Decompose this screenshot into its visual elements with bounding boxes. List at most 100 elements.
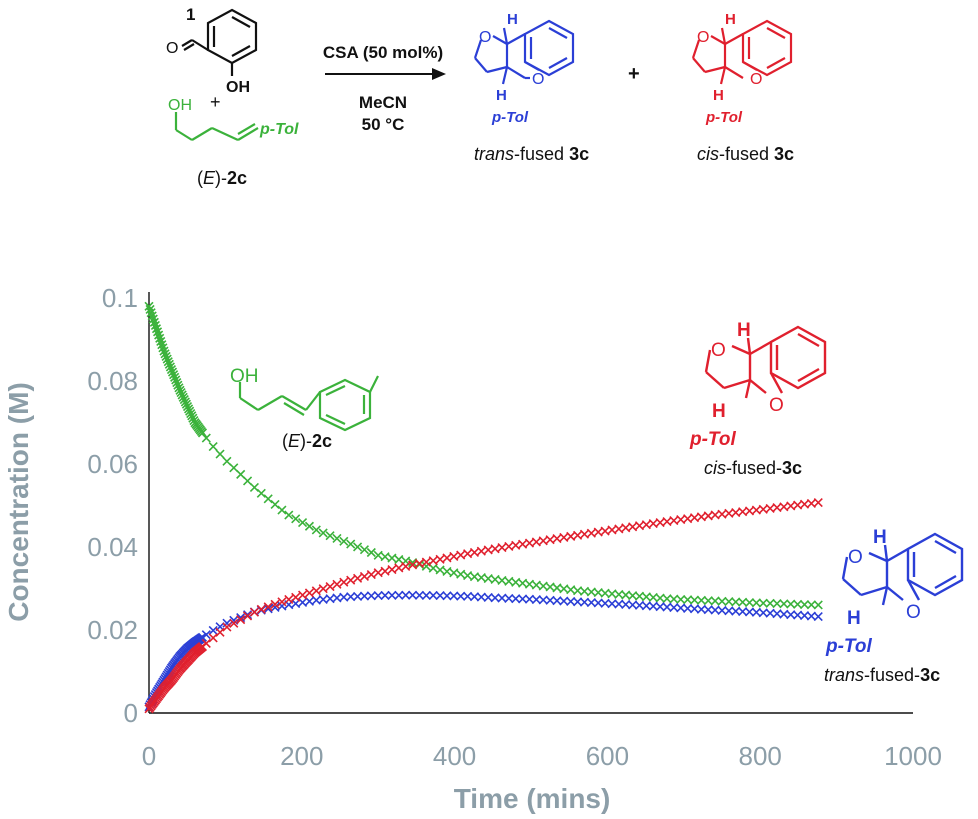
data-point-marker — [648, 601, 658, 611]
cis-annotation-label: cis-fused-3c — [704, 458, 802, 478]
data-point-marker — [689, 513, 700, 523]
x-tick-label: 600 — [586, 741, 629, 771]
data-point-marker — [270, 499, 280, 510]
data-point-marker — [683, 514, 693, 524]
data-point-marker — [208, 633, 218, 643]
data-point-marker — [614, 599, 624, 609]
data-point-marker — [158, 685, 168, 695]
data-point-marker — [456, 550, 466, 560]
data-point-marker — [586, 587, 596, 597]
data-point-marker — [696, 512, 706, 522]
data-point-marker — [177, 649, 187, 659]
e2c-annotation-oh: OH — [230, 366, 259, 387]
cis-annotation-h1: H — [737, 320, 751, 341]
data-point-marker — [291, 592, 301, 602]
data-point-marker — [408, 557, 418, 568]
data-point-marker — [197, 428, 208, 438]
data-point-marker — [545, 582, 555, 592]
data-point-marker — [163, 357, 173, 367]
data-point-marker — [242, 611, 253, 621]
data-point-marker — [346, 575, 356, 585]
data-point-marker — [579, 597, 590, 607]
data-point-marker — [524, 594, 535, 604]
cis-annotation-o2: O — [769, 395, 784, 416]
data-point-marker — [195, 634, 205, 644]
data-point-marker — [669, 515, 679, 526]
data-point-marker — [311, 525, 321, 535]
cis-product-aryl: p-Tol — [705, 109, 743, 126]
data-point-marker — [518, 539, 528, 549]
data-point-marker — [497, 543, 507, 553]
e2c-annotation-name: (E)-2c — [282, 431, 332, 451]
data-point-marker — [184, 404, 194, 414]
data-point-marker — [249, 607, 259, 617]
data-point-marker — [703, 511, 713, 521]
data-point-marker — [297, 597, 308, 608]
x-tick-label: 200 — [280, 741, 323, 771]
data-point-marker — [236, 615, 246, 625]
data-point-marker — [145, 702, 155, 712]
conditions-temperature: 50 °C — [362, 115, 405, 134]
cis-product-h1: H — [725, 11, 736, 28]
data-point-marker — [421, 590, 431, 600]
data-point-marker — [180, 646, 190, 656]
data-point-marker — [373, 568, 383, 578]
trans-product-o1: O — [479, 29, 491, 46]
data-point-marker — [182, 656, 193, 666]
data-point-marker — [717, 605, 727, 616]
data-point-marker — [408, 590, 418, 600]
data-point-marker — [145, 304, 155, 315]
data-point-marker — [621, 523, 631, 533]
data-point-marker — [703, 596, 713, 606]
data-point-marker — [786, 610, 796, 620]
data-point-marker — [189, 649, 199, 659]
data-point-marker — [291, 599, 301, 609]
data-point-marker — [634, 600, 645, 610]
data-point-marker — [181, 657, 192, 667]
data-point-marker — [469, 572, 480, 582]
salicylaldehyde-structure — [181, 8, 258, 76]
data-point-marker — [689, 604, 700, 614]
series-trans-fused-3c — [144, 590, 823, 712]
data-point-marker — [559, 584, 569, 594]
data-point-marker — [669, 602, 679, 613]
data-point-marker — [772, 609, 782, 619]
data-point-marker — [145, 700, 155, 710]
data-point-marker — [158, 343, 168, 353]
data-point-marker — [786, 501, 796, 511]
data-point-marker — [263, 494, 273, 504]
data-point-marker — [161, 672, 171, 682]
data-point-marker — [545, 535, 555, 545]
data-point-marker — [628, 522, 638, 532]
data-point-marker — [189, 638, 199, 648]
x-tick-label: 400 — [433, 741, 476, 771]
plus-left: + — [210, 92, 221, 112]
data-point-marker — [270, 602, 280, 612]
data-point-marker — [607, 589, 617, 599]
data-point-marker — [196, 426, 206, 436]
data-point-marker — [249, 482, 259, 493]
data-point-marker — [387, 564, 397, 575]
data-point-marker — [724, 508, 734, 518]
data-point-marker — [634, 521, 645, 531]
data-point-marker — [179, 647, 189, 657]
data-point-marker — [593, 527, 603, 537]
data-point-marker — [408, 560, 418, 570]
data-point-marker — [442, 591, 452, 601]
data-point-marker — [552, 583, 562, 593]
data-point-marker — [600, 588, 610, 598]
data-point-marker — [270, 599, 280, 609]
data-point-marker — [194, 644, 204, 654]
data-point-marker — [552, 596, 562, 606]
data-point-marker — [182, 643, 193, 653]
data-point-marker — [545, 595, 555, 605]
data-point-marker — [171, 657, 181, 667]
data-point-marker — [318, 594, 328, 605]
data-point-marker — [277, 505, 287, 515]
data-point-marker — [147, 699, 157, 710]
reagent1-number: 1 — [186, 5, 195, 24]
data-point-marker — [483, 545, 493, 555]
data-point-marker — [154, 330, 164, 340]
trans-product-aryl: p-Tol — [491, 109, 529, 126]
data-point-marker — [178, 648, 188, 658]
